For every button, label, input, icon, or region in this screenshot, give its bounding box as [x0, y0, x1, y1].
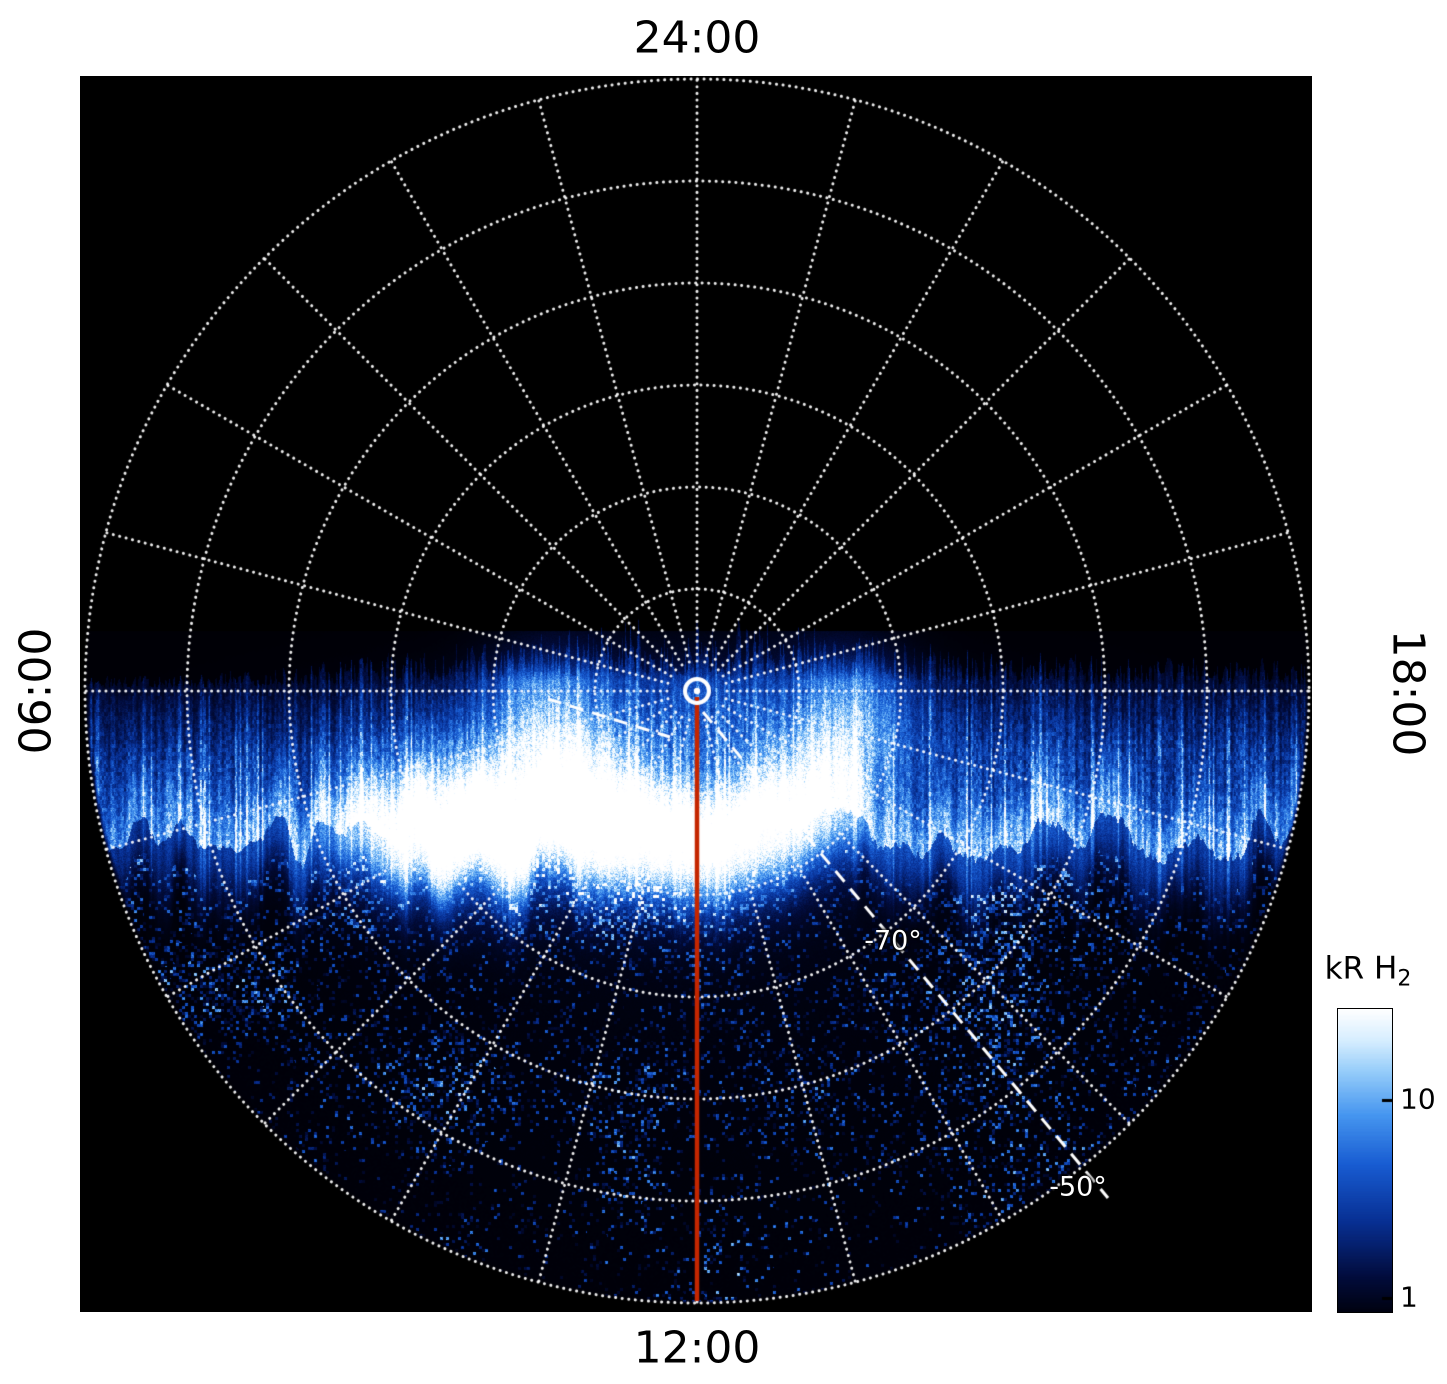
- colorbar-title-sub: 2: [1397, 966, 1412, 992]
- polar-plot: -70° -50°: [80, 76, 1312, 1312]
- colorbar-title: kR H2: [1325, 950, 1412, 991]
- hour-label-1800: 18:00: [1382, 629, 1434, 757]
- colorbar-title-text: kR H: [1324, 950, 1398, 987]
- hour-label-0600: 06:00: [10, 627, 62, 755]
- latitude-label-minus70: -70°: [864, 925, 922, 957]
- hour-label-1200: 12:00: [633, 1322, 761, 1374]
- colorbar-tick-1: 1: [1400, 1280, 1418, 1314]
- colorbar: [1337, 1008, 1393, 1313]
- polar-heatmap-canvas: [80, 76, 1312, 1312]
- colorbar-tick-10: 10: [1400, 1082, 1436, 1116]
- latitude-label-minus50: -50°: [1049, 1171, 1107, 1203]
- hour-label-2400: 24:00: [633, 12, 761, 64]
